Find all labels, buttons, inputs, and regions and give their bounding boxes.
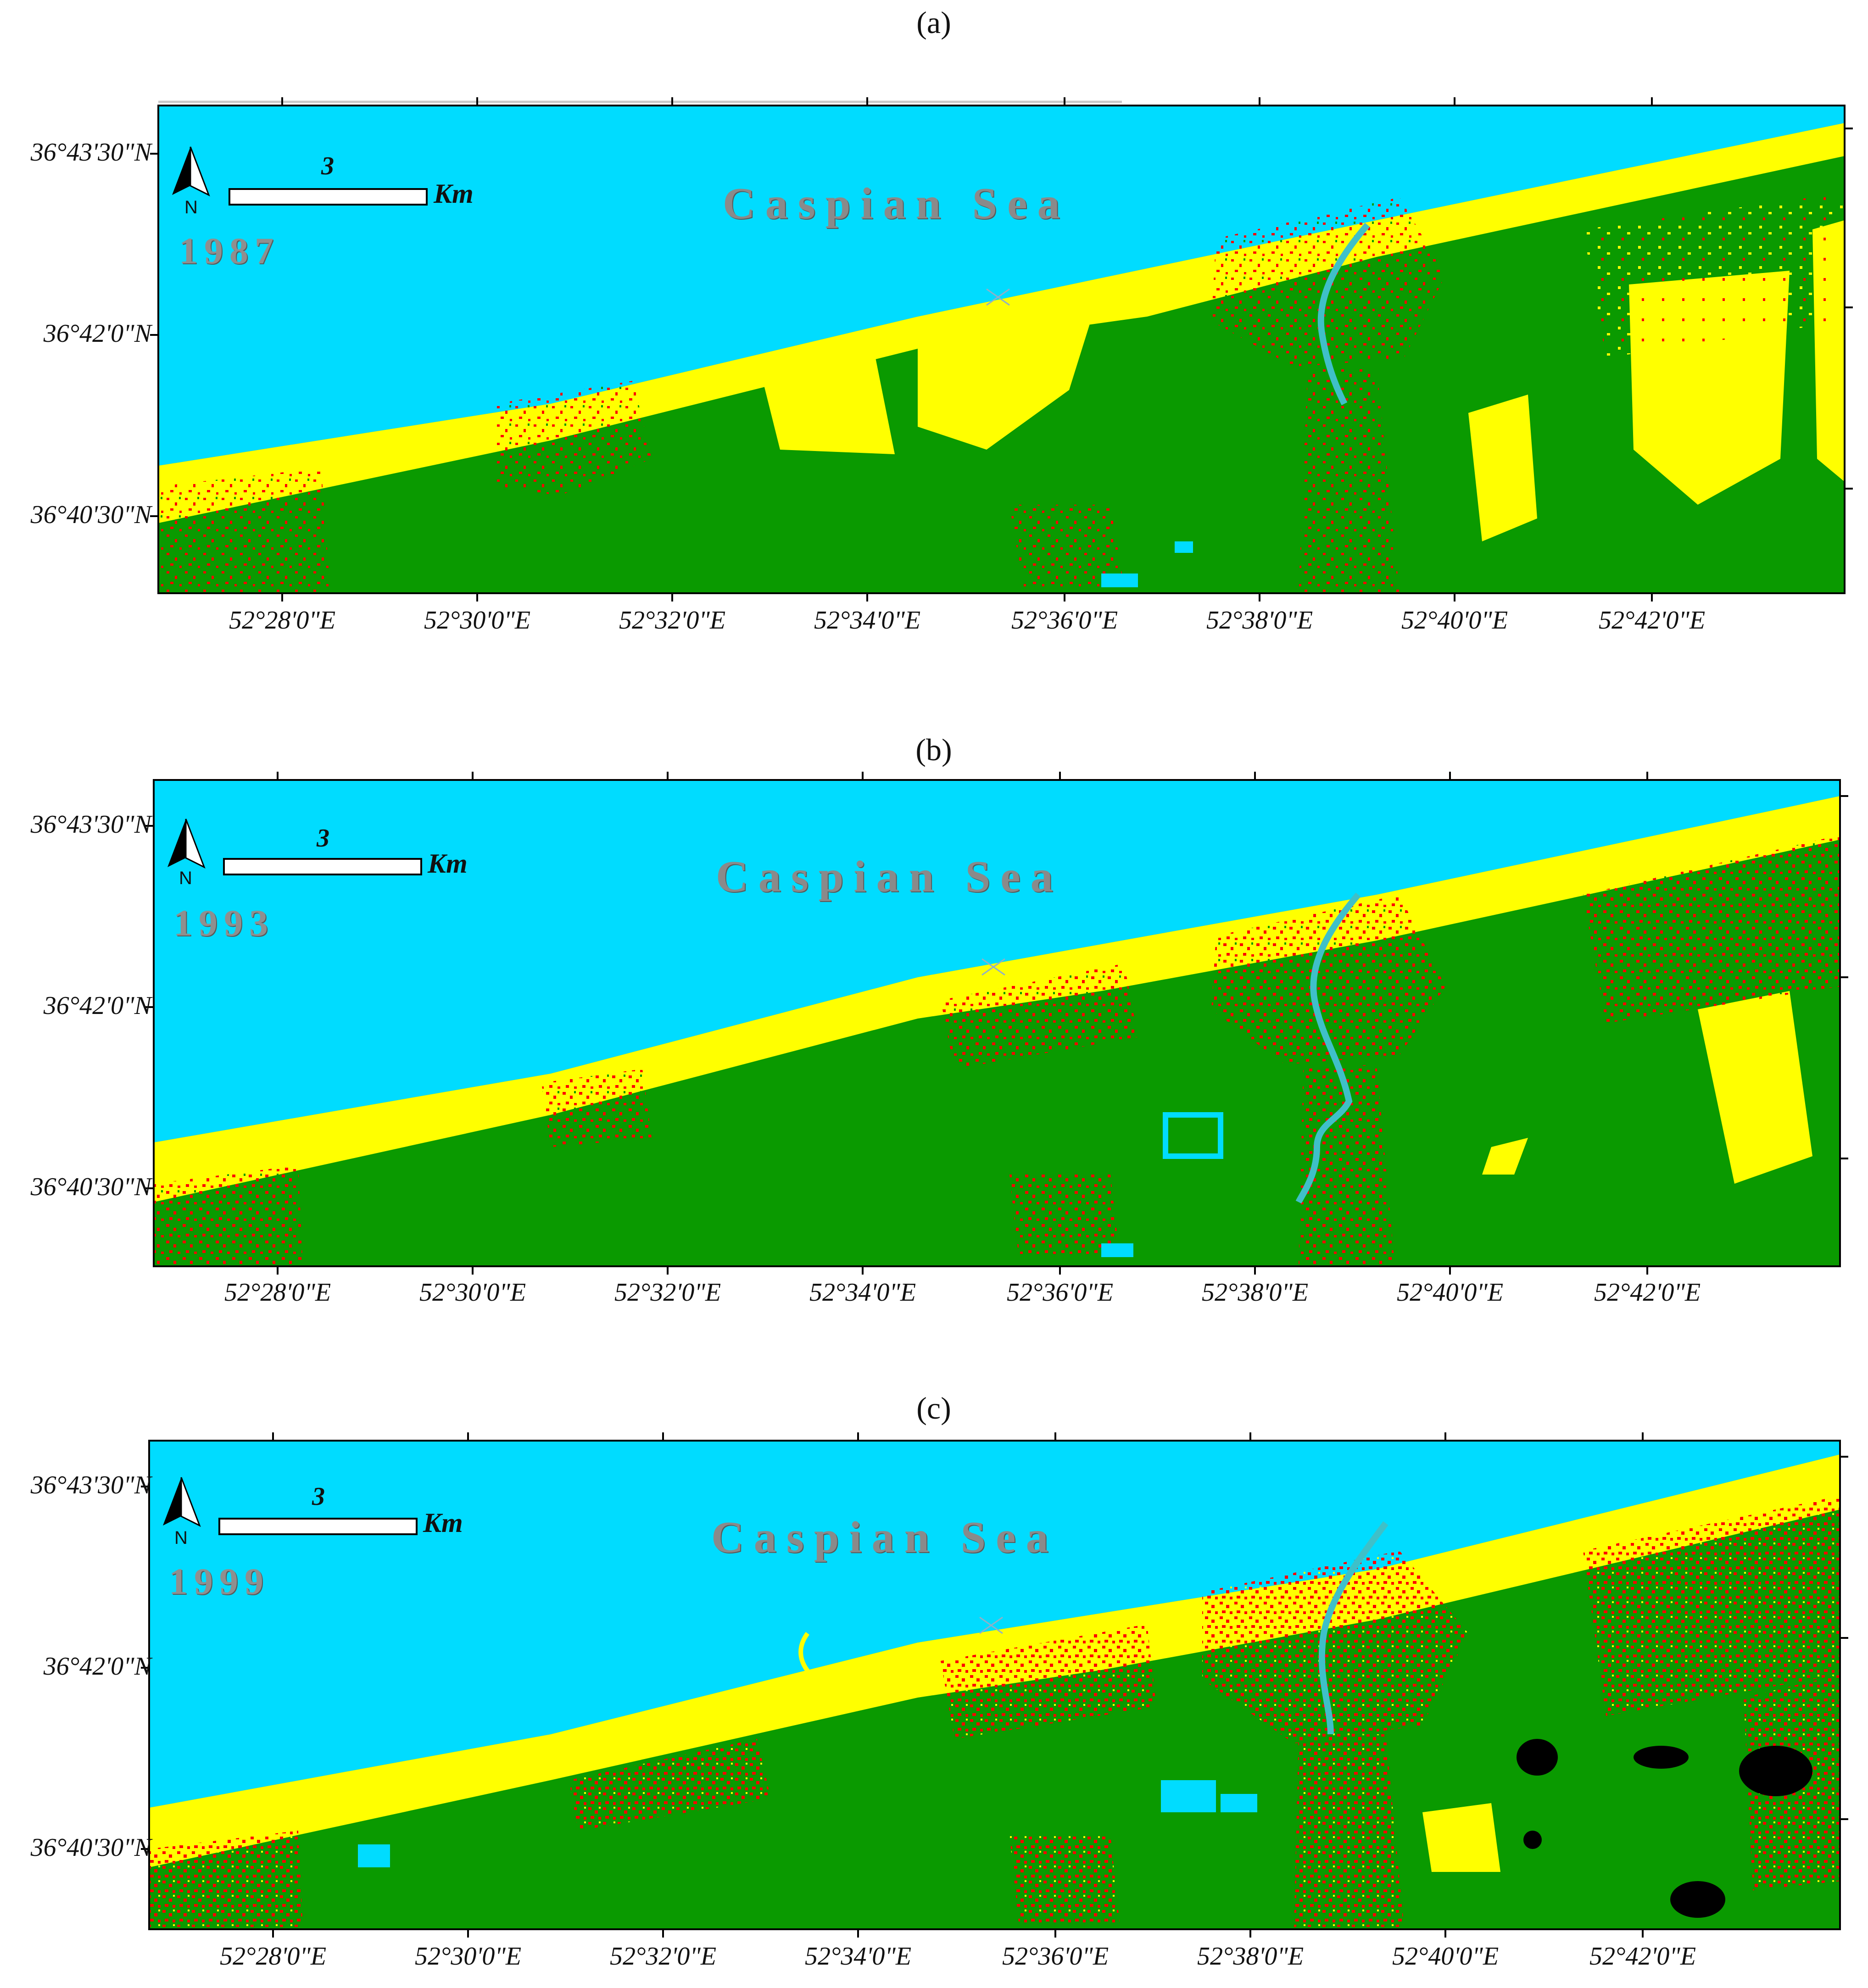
lon-tick-a-3: 52°32'0"E	[619, 606, 726, 635]
lon-tick-b-1: 52°28'0"E	[224, 1278, 331, 1307]
lon-tick-b-5: 52°36'0"E	[1006, 1278, 1114, 1307]
lon-tick-c-1: 52°28'0"E	[219, 1942, 327, 1971]
black-patch-c-3	[1739, 1746, 1812, 1796]
river-a	[1317, 223, 1370, 406]
lon-tick-b-3: 52°32'0"E	[614, 1278, 721, 1307]
river-c	[1318, 1521, 1388, 1735]
scale-value-a: 3	[321, 152, 334, 180]
lat-tick-a-2: 36°42'0"N	[43, 319, 151, 348]
sea-label-c: Caspian Sea	[711, 1513, 1059, 1562]
north-arrow-icon-c	[163, 1477, 201, 1527]
scale-bar-b	[223, 858, 422, 875]
sea-area-b	[154, 780, 1840, 1142]
scale-value-b: 3	[317, 824, 329, 852]
lon-tick-c-2: 52°30'0"E	[414, 1942, 522, 1971]
north-arrow-icon-a	[172, 146, 210, 197]
north-arrow-icon-b	[167, 819, 206, 869]
sea-label-a: Caspian Sea	[723, 179, 1070, 228]
lon-tick-c-5: 52°36'0"E	[1002, 1942, 1109, 1971]
lon-tick-a-2: 52°30'0"E	[424, 606, 531, 635]
lat-tick-c-1: 36°43'30"N	[30, 1471, 151, 1499]
north-letter-a: N	[184, 197, 198, 217]
black-patch-c-5	[1523, 1831, 1542, 1849]
lon-tick-b-6: 52°38'0"E	[1201, 1278, 1309, 1307]
panel-label-b: (b)	[915, 732, 952, 767]
panel-label-a: (a)	[916, 5, 951, 40]
lon-tick-c-7: 52°40'0"E	[1392, 1942, 1499, 1971]
lat-tick-b-2: 36°42'0"N	[43, 991, 151, 1020]
sea-area-a	[158, 106, 1845, 466]
lat-tick-b-1: 36°43'30"N	[30, 810, 151, 839]
lon-tick-a-4: 52°34'0"E	[814, 606, 921, 635]
lon-tick-b-2: 52°30'0"E	[419, 1278, 526, 1307]
black-patch-c-1	[1517, 1739, 1558, 1776]
scale-unit-c: Km	[423, 1508, 463, 1538]
lon-tick-b-8: 52°42'0"E	[1594, 1278, 1701, 1307]
lat-tick-a-3: 36°40'30"N	[30, 501, 151, 529]
panel-label-c: (c)	[916, 1391, 951, 1426]
lon-tick-b-4: 52°34'0"E	[809, 1278, 916, 1307]
lon-tick-a-5: 52°36'0"E	[1011, 606, 1118, 635]
lon-tick-c-6: 52°38'0"E	[1197, 1942, 1304, 1971]
sea-area-c	[149, 1441, 1840, 1808]
lat-tick-a-1: 36°43'30"N	[30, 138, 151, 167]
lon-tick-c-3: 52°32'0"E	[609, 1942, 717, 1971]
year-label-a: 1987	[179, 230, 280, 272]
lat-tick-b-3: 36°40'30"N	[30, 1173, 151, 1201]
scale-bar-a	[229, 188, 428, 206]
scale-value-c: 3	[312, 1482, 325, 1511]
year-label-b: 1993	[173, 902, 274, 944]
scale-unit-b: Km	[428, 848, 468, 879]
sea-label-b: Caspian Sea	[716, 852, 1063, 902]
lon-tick-c-8: 52°42'0"E	[1589, 1942, 1696, 1971]
river-b	[1295, 892, 1361, 1204]
lon-tick-b-7: 52°40'0"E	[1396, 1278, 1504, 1307]
lat-tick-c-3: 36°40'30"N	[30, 1833, 151, 1862]
lon-tick-a-8: 52°42'0"E	[1598, 606, 1706, 635]
north-letter-b: N	[179, 868, 192, 888]
lon-tick-a-1: 52°28'0"E	[229, 606, 336, 635]
black-patch-c-4	[1670, 1881, 1725, 1918]
lat-tick-c-2: 36°42'0"N	[43, 1652, 151, 1681]
lon-tick-a-7: 52°40'0"E	[1401, 606, 1508, 635]
lon-tick-c-4: 52°34'0"E	[804, 1942, 912, 1971]
map-a-frame	[150, 97, 1853, 601]
lon-tick-a-6: 52°38'0"E	[1206, 606, 1313, 635]
scale-bar-c	[218, 1518, 418, 1535]
year-label-c: 1999	[169, 1560, 270, 1602]
north-letter-c: N	[174, 1528, 188, 1548]
scale-unit-a: Km	[434, 178, 474, 209]
black-patch-c-2	[1634, 1746, 1689, 1769]
